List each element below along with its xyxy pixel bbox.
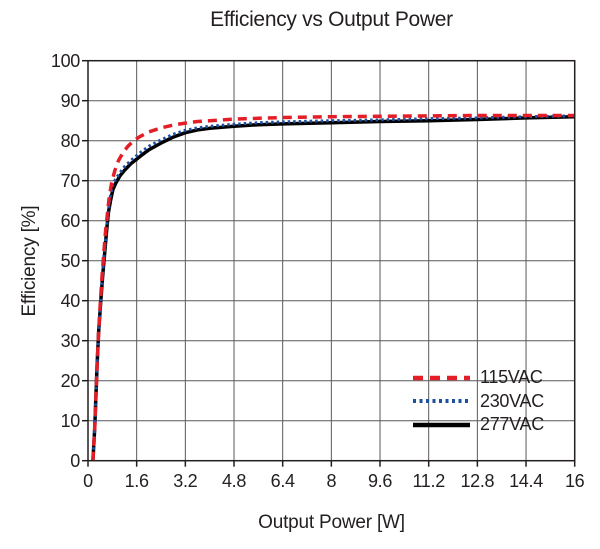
y-tick-label: 20: [60, 370, 81, 391]
x-tick-label: 16: [564, 470, 585, 491]
series-line-115vac: [91, 113, 575, 461]
chart-title: Efficiency vs Output Power: [210, 8, 453, 31]
y-tick-label: 0: [70, 450, 80, 471]
x-tick-label: 6.4: [270, 470, 295, 491]
legend-item-115vac: 115VAC: [413, 366, 544, 390]
x-axis-title: Output Power [W]: [258, 512, 405, 533]
y-tick-label: 60: [60, 210, 81, 231]
y-tick-label: 10: [60, 410, 81, 431]
legend-label: 115VAC: [480, 367, 543, 388]
x-tick-label: 1.6: [124, 470, 149, 491]
y-tick-label: 30: [60, 330, 81, 351]
x-tick-label: 12.8: [460, 470, 495, 491]
y-tick-label: 100: [50, 50, 80, 71]
y-tick-label: 80: [60, 130, 81, 151]
legend-label: 230VAC: [480, 390, 544, 411]
legend-label: 277VAC: [480, 414, 544, 435]
solid-line-swatch-icon: [413, 422, 470, 427]
legend: 115VAC 230VAC 277VAC: [413, 366, 544, 437]
x-tick-label: 0: [83, 470, 93, 491]
dashed-line-swatch-icon: [413, 375, 470, 380]
x-tick-label: 14.4: [509, 470, 543, 491]
y-tick-label: 70: [60, 170, 81, 191]
x-tick-label: 11.2: [412, 470, 445, 491]
legend-item-277vac: 277VAC: [413, 413, 544, 437]
x-tick-label: 3.2: [173, 470, 198, 491]
x-tick-label: 9.6: [367, 470, 393, 491]
legend-item-230vac: 230VAC: [413, 390, 544, 414]
plot-frame: [87, 59, 576, 462]
y-tick-label: 50: [60, 250, 81, 271]
x-tick-label: 8: [326, 470, 337, 491]
y-tick-label: 40: [60, 290, 81, 311]
y-tick-label: 90: [60, 90, 81, 111]
x-tick-label: 4.8: [221, 470, 247, 491]
dotted-line-swatch-icon: [413, 399, 470, 404]
